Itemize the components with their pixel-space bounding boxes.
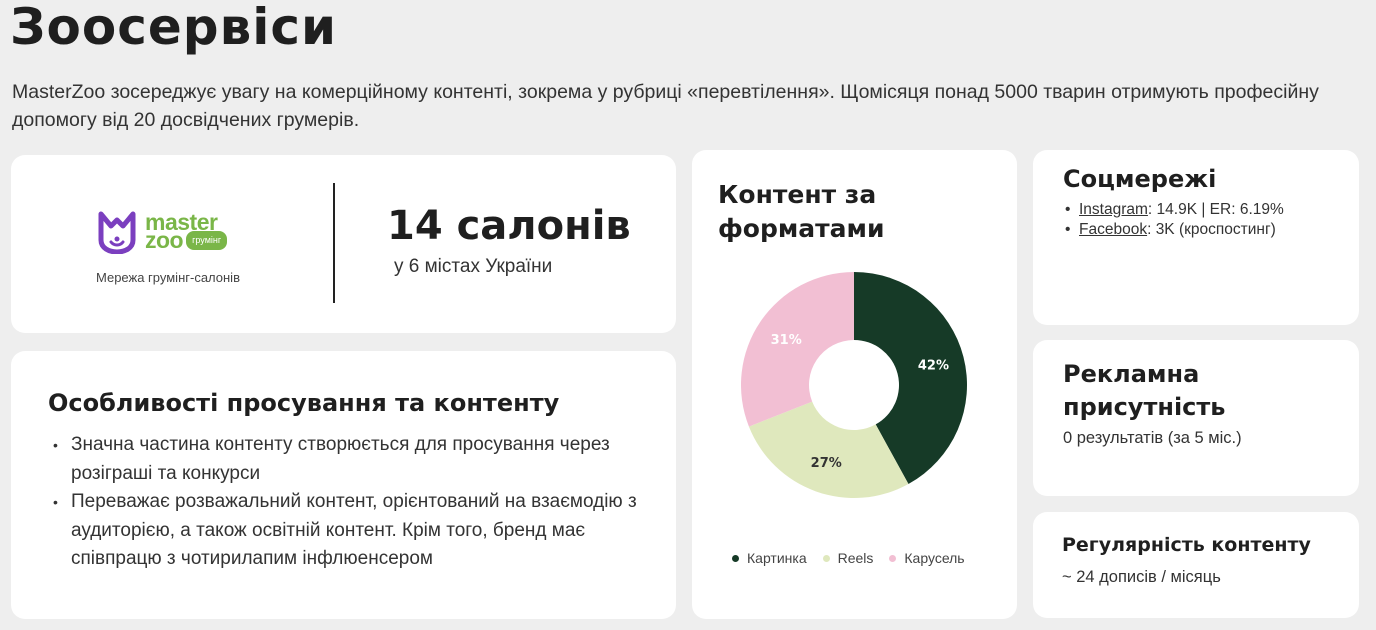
donut-slice-Reels: [748, 401, 909, 498]
facebook-stats: : 3K (кроспостинг): [1147, 221, 1276, 238]
social-item-facebook: Facebook: 3K (кроспостинг): [1065, 220, 1284, 240]
legend-swatch: [732, 554, 739, 562]
logo-master-text: master: [145, 209, 218, 235]
donut-chart: 42% 27% 31%: [741, 272, 967, 498]
salons-cities: у 6 містах України: [394, 256, 553, 277]
page-title: Зоосервіси: [10, 0, 338, 56]
salons-count: 14 салонів: [387, 203, 631, 249]
vertical-divider: [333, 183, 335, 303]
list-item: Переважає розважальний контент, орієнтов…: [51, 488, 651, 574]
social-card: Соцмережі Instagram: 14.9K | ER: 6.19% F…: [1033, 150, 1359, 325]
ads-title: Рекламна присутність: [1063, 360, 1226, 421]
instagram-link[interactable]: Instagram: [1079, 201, 1148, 218]
social-title: Соцмережі: [1063, 165, 1217, 193]
social-list: Instagram: 14.9K | ER: 6.19% Facebook: 3…: [1065, 200, 1284, 240]
intro-text: MasterZoo зосереджує увагу на комерційно…: [12, 81, 1319, 131]
legend-label: Карусель: [904, 550, 965, 566]
legend-label: Reels: [837, 550, 874, 566]
facebook-link[interactable]: Facebook: [1079, 221, 1148, 238]
features-list: Значна частина контенту створюється для …: [51, 431, 651, 574]
legend-label: Картинка: [747, 550, 807, 566]
ads-text: 0 результатів (за 5 міс.): [1063, 429, 1242, 447]
legend-swatch: [822, 554, 830, 562]
social-item-instagram: Instagram: 14.9K | ER: 6.19%: [1065, 200, 1284, 220]
donut-slice-Картинка: [854, 272, 967, 485]
brand-card: master zoo грумінг Мережа грумінг-салоні…: [11, 155, 676, 333]
ads-card: Рекламна присутність 0 результатів (за 5…: [1033, 340, 1359, 496]
list-item: Значна частина контенту створюється для …: [51, 431, 651, 488]
features-card: Особливості просування та контенту Значн…: [11, 351, 676, 619]
donut-label: 27%: [811, 456, 842, 471]
cat-logo-icon: [98, 211, 136, 254]
chart-legend: Картинка Reels Карусель: [732, 550, 965, 566]
features-title: Особливості просування та контенту: [48, 389, 560, 417]
legend-item: Карусель: [889, 550, 965, 566]
regularity-card: Регулярність контенту ~ 24 дописів / міс…: [1033, 512, 1359, 618]
donut-label: 42%: [918, 359, 949, 374]
chart-title: Контент за форматами: [718, 180, 885, 243]
logo-badge: грумінг: [186, 231, 228, 250]
chart-card: 42% 27% 31% Контент за форматами Картинка …: [692, 150, 1017, 619]
legend-item: Reels: [822, 550, 874, 566]
regularity-title: Регулярність контенту: [1062, 534, 1311, 556]
legend-item: Картинка: [732, 550, 807, 566]
logo-zoo-text: zoo: [145, 227, 184, 253]
instagram-stats: : 14.9K | ER: 6.19%: [1147, 201, 1284, 218]
legend-swatch: [889, 554, 897, 562]
brand-caption: Мережа грумінг-салонів: [96, 270, 240, 285]
masterzoo-logo: master zoo грумінг Мережа грумінг-салоні…: [96, 209, 267, 286]
regularity-text: ~ 24 дописів / місяць: [1062, 568, 1221, 586]
donut-label: 31%: [771, 333, 802, 348]
donut-slice-Карусель: [741, 272, 854, 427]
